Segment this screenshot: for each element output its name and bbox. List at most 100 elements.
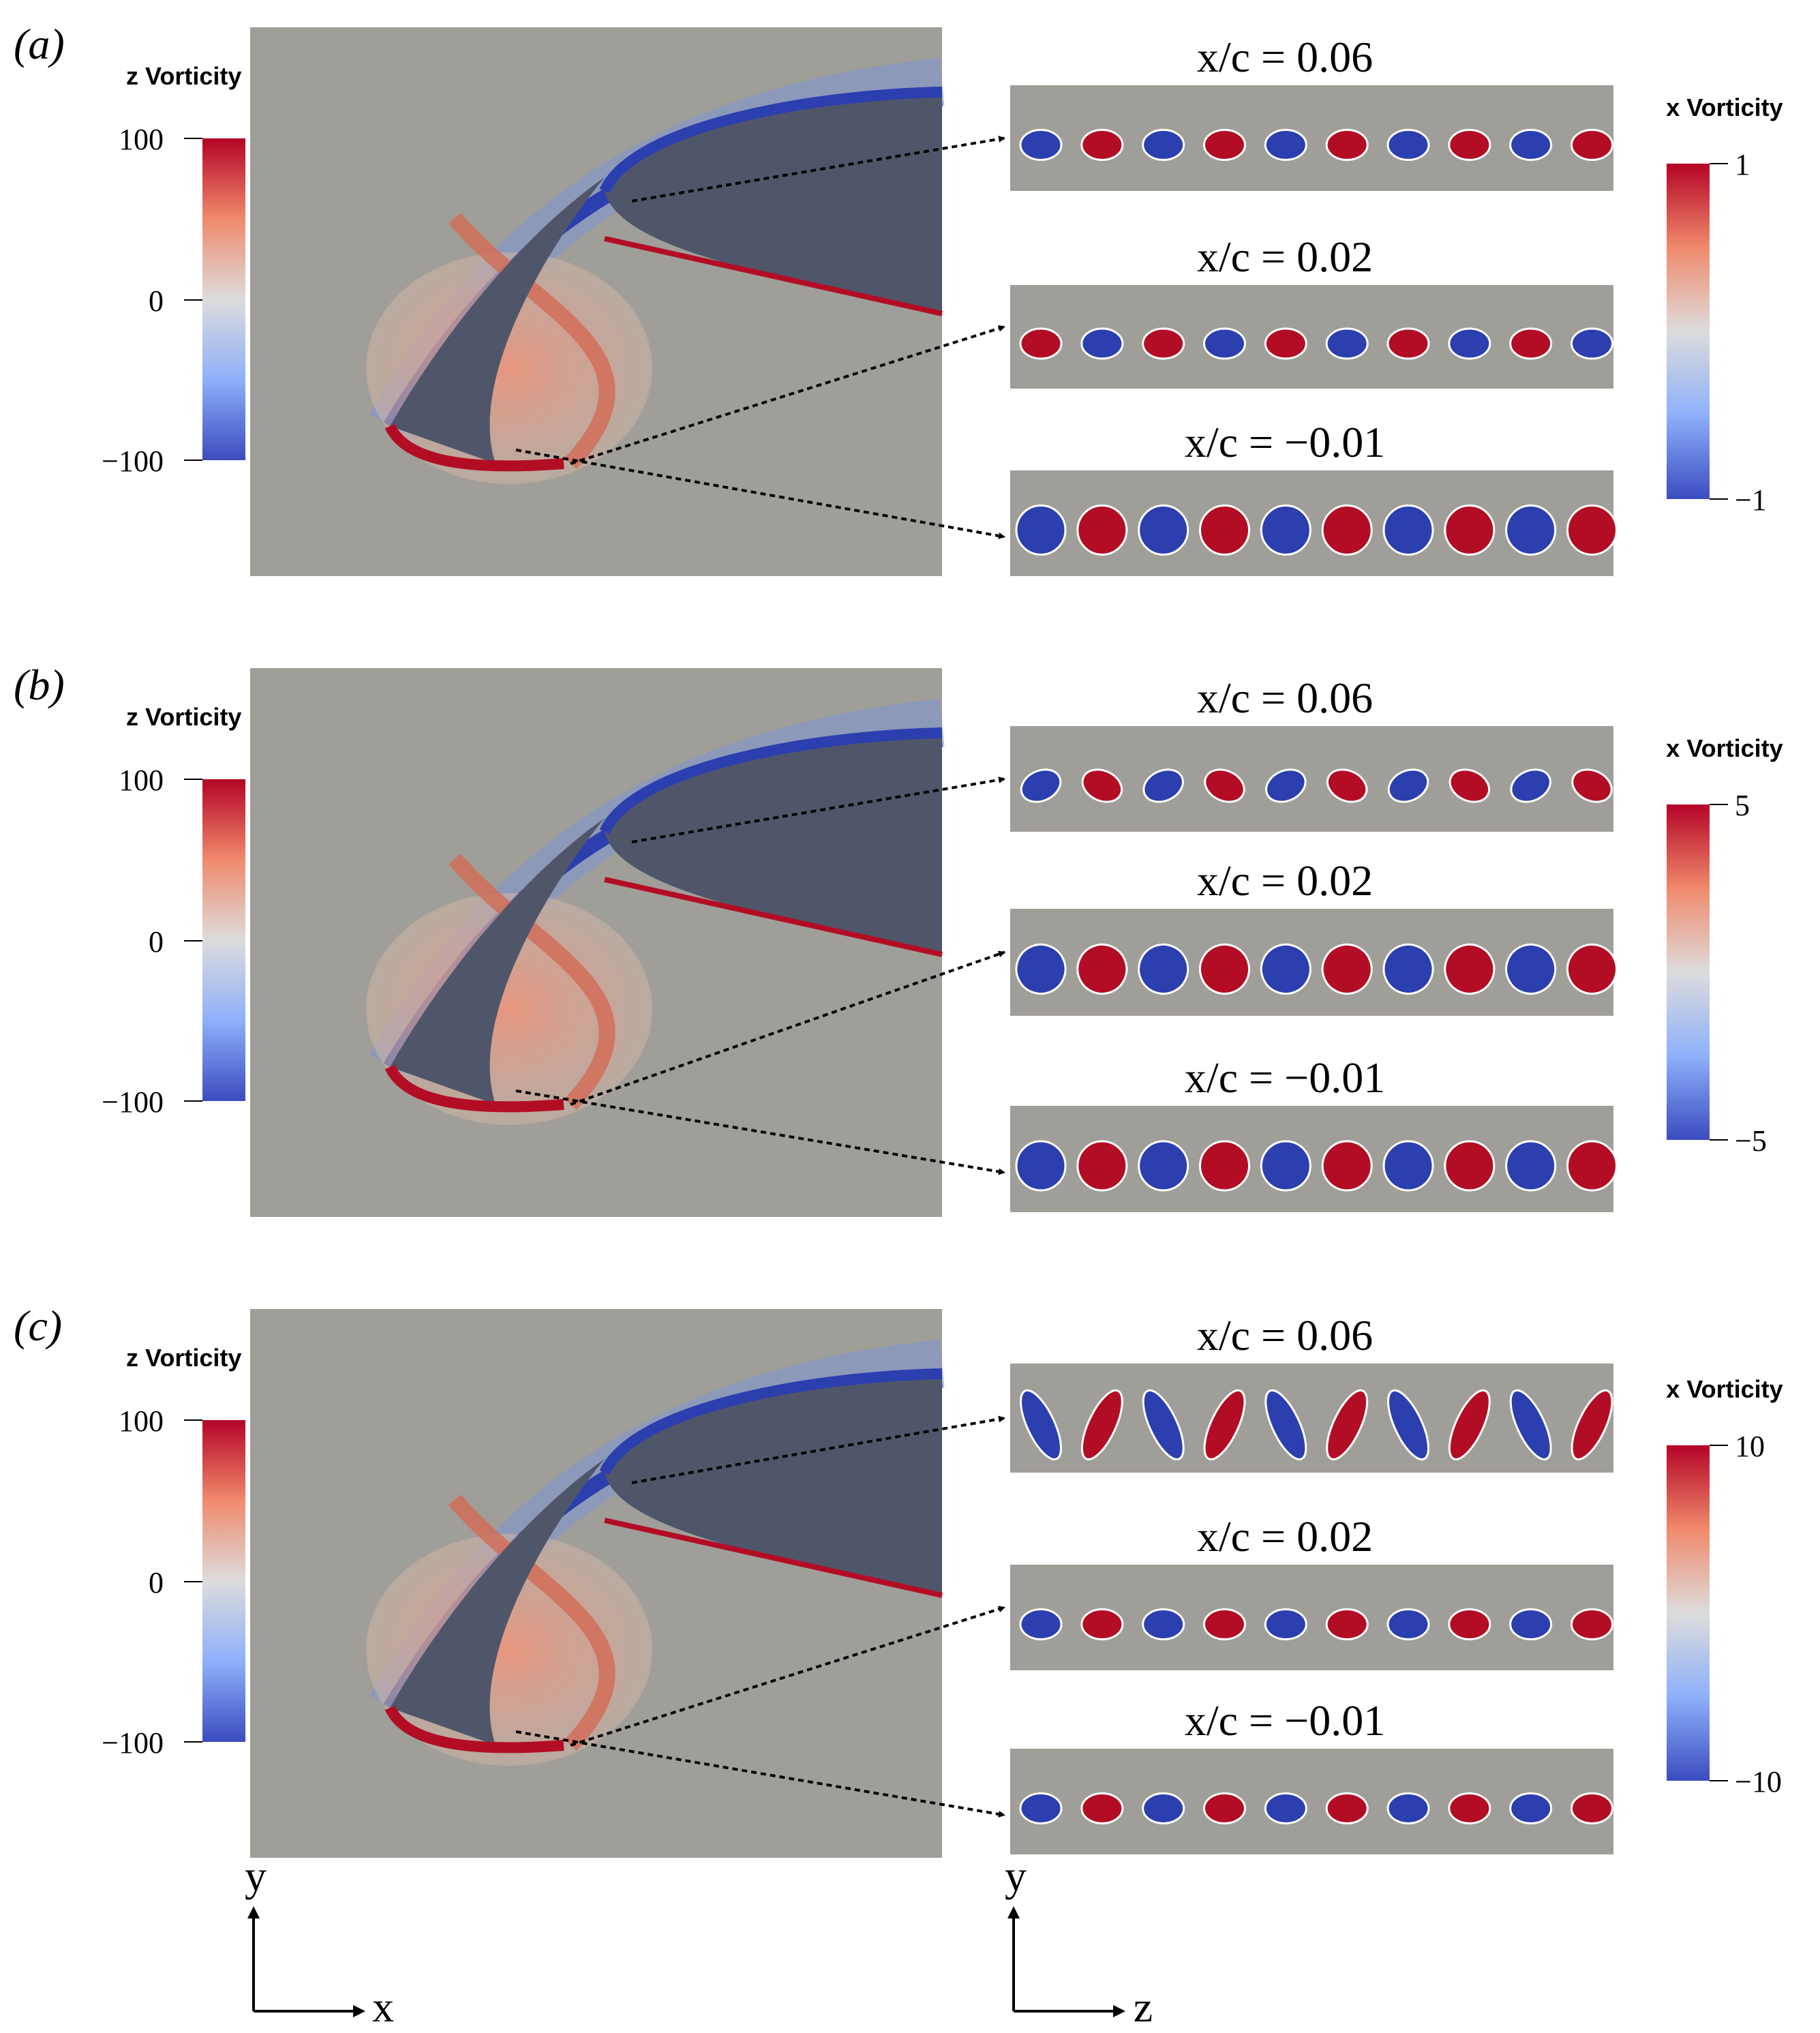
vortex-cell bbox=[1387, 768, 1429, 803]
x-colorbar-min: −1 bbox=[1735, 483, 1767, 517]
vortex-cell bbox=[1325, 1608, 1369, 1640]
vortex-cell bbox=[1080, 327, 1124, 360]
slice-label: x/c = −0.01 bbox=[1185, 1696, 1385, 1745]
x-vorticity-slice: x/c = 0.02 bbox=[570, 232, 1613, 465]
vortex-cell bbox=[1080, 1608, 1124, 1640]
leader-arrow bbox=[570, 950, 1005, 1106]
vortex-sheet bbox=[448, 1494, 616, 1751]
x-colorbar-min: −5 bbox=[1735, 1124, 1767, 1158]
vortex-cell bbox=[1203, 327, 1246, 360]
vortex-cell bbox=[1203, 1792, 1246, 1824]
lower-surface-layer bbox=[604, 1518, 943, 1598]
x-vorticity-slice: x/c = 0.02 bbox=[570, 1512, 1613, 1747]
z-colorbar bbox=[202, 779, 245, 1101]
leader-arrow bbox=[515, 1089, 1005, 1175]
airfoil-shear bbox=[599, 727, 943, 834]
vortex-cell bbox=[1321, 1140, 1373, 1192]
vortex-cell bbox=[1260, 944, 1311, 995]
x-vorticity-slice: x/c = 0.06 bbox=[631, 674, 1613, 843]
airfoil-shear bbox=[599, 87, 943, 194]
z-colorbar-tick-label: 100 bbox=[119, 123, 164, 156]
vortex-cell bbox=[1138, 1140, 1189, 1192]
z-colorbar-tick-label: 0 bbox=[149, 1566, 164, 1599]
leading-wedge bbox=[390, 1459, 605, 1745]
z-colorbar-title: z Vorticity bbox=[126, 62, 241, 90]
x-colorbar-title: x Vorticity bbox=[1666, 734, 1783, 762]
panel-label: (b) bbox=[14, 661, 65, 709]
vortex-cell bbox=[1509, 327, 1553, 360]
vertical-axis-label: y bbox=[1005, 1852, 1027, 1900]
horizontal-axis-label: z bbox=[1134, 1983, 1153, 2031]
vortex-cell bbox=[1382, 505, 1434, 556]
vortex-cell bbox=[1199, 505, 1250, 556]
vortex-sheet bbox=[448, 213, 616, 470]
x-vorticity-slice: x/c = −0.01 bbox=[515, 1053, 1618, 1212]
airfoil-shear bbox=[599, 1368, 943, 1475]
leader-arrow bbox=[631, 777, 1005, 843]
leader-arrow bbox=[515, 449, 1005, 539]
x-colorbar bbox=[1667, 1445, 1710, 1781]
vortex-cell bbox=[1020, 768, 1062, 803]
vortex-cell bbox=[1571, 1389, 1613, 1461]
vortex-cell bbox=[1142, 768, 1184, 803]
vortex-cell bbox=[1448, 1792, 1491, 1824]
vortex-cell bbox=[1448, 327, 1491, 360]
vortex-cell bbox=[1444, 505, 1496, 556]
airfoil-body bbox=[605, 733, 942, 954]
leading-wedge bbox=[390, 177, 605, 464]
vortex-cell bbox=[1019, 1792, 1063, 1824]
vortex-cell bbox=[1509, 1792, 1553, 1824]
x-colorbar-max: 10 bbox=[1735, 1430, 1765, 1463]
vortex-cell bbox=[1325, 327, 1369, 360]
vortex-cell bbox=[1081, 768, 1123, 803]
vortex-cell bbox=[1260, 505, 1311, 556]
vortex-cell bbox=[1015, 944, 1067, 995]
vortex-cell bbox=[1571, 129, 1613, 161]
wedge-lower-layer bbox=[384, 1705, 564, 1753]
panel-a: (a) z Vorticity 100 0 −100 x/c = 0.06 x/c = 0.… bbox=[14, 20, 1783, 576]
vortex-cell bbox=[1386, 327, 1430, 360]
x-colorbar bbox=[1667, 804, 1710, 1140]
z-colorbar-title: z Vorticity bbox=[126, 703, 241, 731]
vortex-cell bbox=[1321, 944, 1373, 995]
z-colorbar-tick-label: −100 bbox=[102, 1726, 164, 1760]
airfoil-body bbox=[605, 92, 942, 314]
vortex-cell bbox=[1199, 944, 1250, 995]
leading-wedge bbox=[390, 818, 605, 1104]
vortex-cell bbox=[1325, 129, 1369, 161]
z-vorticity-field bbox=[250, 1309, 945, 1858]
lower-surface-layer bbox=[604, 877, 943, 957]
vortex-cell bbox=[1264, 1792, 1307, 1824]
vertical-axis-label: y bbox=[245, 1852, 267, 1900]
leader-arrow bbox=[515, 1730, 1005, 1818]
vortex-cell bbox=[1571, 1792, 1613, 1824]
vortex-cell bbox=[1386, 1608, 1430, 1640]
vortex-cell bbox=[1019, 129, 1063, 161]
z-colorbar-title: z Vorticity bbox=[126, 1344, 241, 1372]
vortex-cell bbox=[1076, 1140, 1128, 1192]
panel-b: (b) z Vorticity 100 0 −100 x/c = 0.06 x/c = 0.… bbox=[14, 661, 1783, 1217]
z-colorbar-tick-label: 0 bbox=[149, 284, 164, 318]
vortex-sheet bbox=[448, 854, 616, 1111]
x-vorticity-slice: x/c = 0.02 bbox=[570, 856, 1618, 1106]
vortex-cell bbox=[1448, 1608, 1491, 1640]
z-colorbar bbox=[202, 1420, 245, 1742]
left-axes: yx bbox=[245, 1852, 394, 2031]
leader-arrow bbox=[631, 136, 1005, 202]
vortex-cell bbox=[1505, 1140, 1557, 1192]
z-vorticity-field bbox=[250, 27, 945, 576]
x-colorbar-title: x Vorticity bbox=[1666, 1375, 1783, 1403]
vortex-cell bbox=[1509, 1389, 1552, 1461]
slice-label: x/c = 0.06 bbox=[1197, 33, 1373, 81]
x-colorbar-max: 1 bbox=[1735, 148, 1750, 181]
slice-label: x/c = −0.01 bbox=[1185, 1053, 1385, 1102]
vortex-cell bbox=[1142, 129, 1185, 161]
slice-label: x/c = 0.06 bbox=[1197, 1311, 1373, 1359]
vortex-cell bbox=[1203, 1389, 1246, 1461]
vortex-cell bbox=[1080, 1792, 1124, 1824]
x-vorticity-slice: x/c = 0.06 bbox=[631, 1311, 1613, 1484]
vortex-cell bbox=[1019, 1608, 1063, 1640]
x-vorticity-slice: x/c = 0.06 bbox=[631, 33, 1613, 202]
vortex-cell bbox=[1080, 129, 1124, 161]
vortex-cell bbox=[1509, 129, 1553, 161]
